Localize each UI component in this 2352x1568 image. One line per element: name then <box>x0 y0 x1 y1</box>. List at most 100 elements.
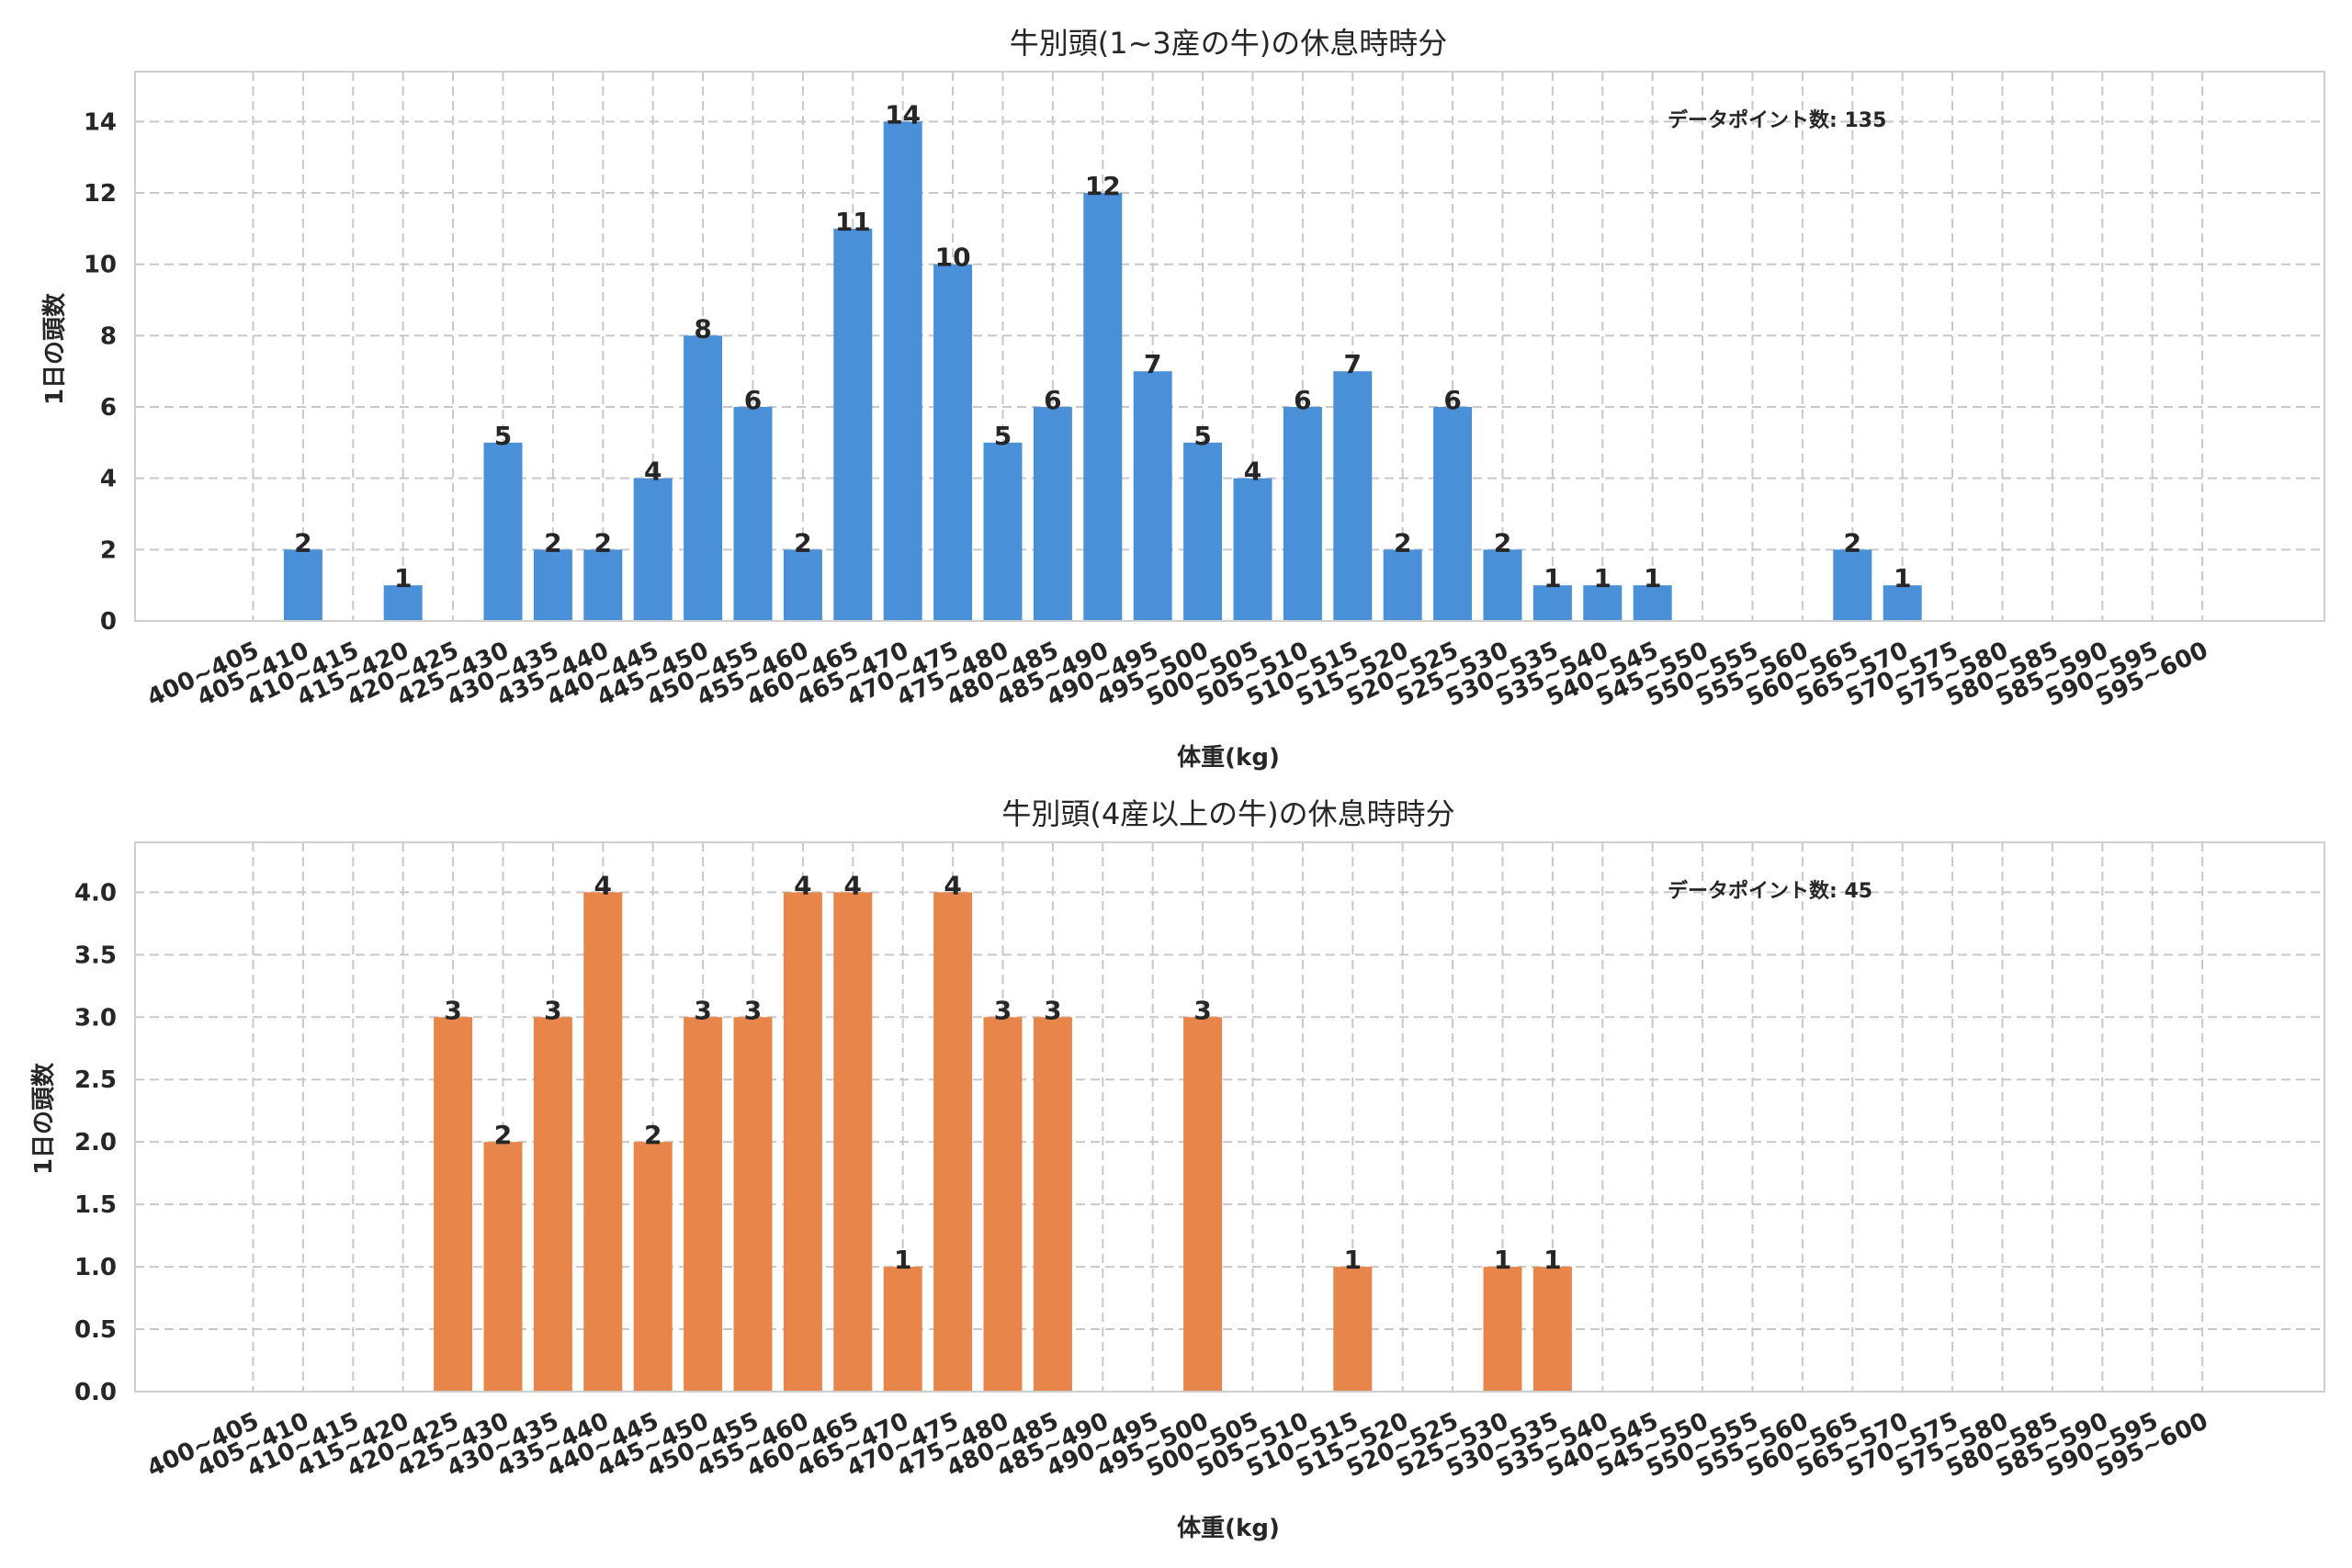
bar <box>1583 585 1623 621</box>
y-tick-label: 10 <box>84 252 117 279</box>
bar <box>1383 549 1422 621</box>
bar-value-label: 2 <box>544 527 561 558</box>
bar-series <box>283 121 1922 621</box>
bar <box>1233 478 1272 621</box>
bar <box>1333 371 1373 621</box>
bar <box>1532 585 1572 621</box>
bar <box>833 892 873 1392</box>
y-tick-label: 6 <box>100 394 117 422</box>
bar-value-label: 2 <box>594 527 612 558</box>
bar <box>1633 585 1672 621</box>
bar-value-label: 2 <box>1394 527 1411 558</box>
y-tick-label: 1.5 <box>74 1191 117 1219</box>
bar-value-label: 5 <box>994 421 1012 451</box>
bar <box>1083 193 1123 621</box>
bar <box>1883 585 1922 621</box>
bar-value-label: 8 <box>694 313 711 344</box>
y-tick-label: 1.0 <box>74 1254 117 1281</box>
data-count-annotation: データポイント数: 45 <box>1668 879 1872 903</box>
bar <box>933 892 973 1392</box>
bar-value-label: 3 <box>744 995 762 1025</box>
bar <box>633 478 673 621</box>
y-tick-label: 14 <box>84 108 117 136</box>
bar-value-label: 4 <box>794 870 811 900</box>
bar-value-label: 12 <box>1085 171 1121 201</box>
bar-series <box>434 892 1572 1392</box>
bar <box>533 549 572 621</box>
bar-value-label: 3 <box>444 995 461 1025</box>
bar <box>684 335 723 621</box>
x-axis-label: 体重(kg) <box>1177 744 1280 772</box>
bar-value-label: 1 <box>394 563 412 593</box>
bar-value-label: 7 <box>1344 349 1362 379</box>
bar-value-label: 2 <box>644 1120 662 1150</box>
bar-value-label: 3 <box>1193 995 1211 1025</box>
bar-value-label: 4 <box>594 870 612 900</box>
bar-value-label: 3 <box>694 995 711 1025</box>
bar-value-label: 11 <box>835 207 871 237</box>
bar <box>633 1142 673 1392</box>
bar-value-label: 1 <box>1544 563 1561 593</box>
y-axis-ticks: 0 2 4 6 8 10 12 14 <box>84 108 117 636</box>
bar <box>283 549 322 621</box>
y-tick-label: 4 <box>100 466 117 493</box>
bar <box>1483 1267 1522 1392</box>
x-axis-label: 体重(kg) <box>1177 1515 1280 1542</box>
bar-value-label: 3 <box>544 995 561 1025</box>
bar <box>783 549 822 621</box>
bar <box>1183 1017 1223 1392</box>
bar <box>1532 1267 1572 1392</box>
bar-value-label: 1 <box>1544 1245 1561 1275</box>
bar-value-label: 7 <box>1144 349 1161 379</box>
bar <box>1833 549 1872 621</box>
y-tick-label: 2.5 <box>74 1066 117 1094</box>
bar <box>434 1017 473 1392</box>
y-tick-label: 0.0 <box>74 1379 117 1406</box>
y-tick-label: 0 <box>100 608 117 636</box>
y-axis-ticks: 0.0 0.5 1.0 1.5 2.0 2.5 3.0 3.5 4.0 <box>74 879 117 1406</box>
y-tick-label: 8 <box>100 322 117 350</box>
bar <box>684 1017 723 1392</box>
bar-value-label: 2 <box>794 527 811 558</box>
bar <box>983 1017 1023 1392</box>
bar-value-label: 3 <box>994 995 1012 1025</box>
bar <box>883 1267 922 1392</box>
bar <box>1333 1267 1373 1392</box>
bar <box>883 121 922 621</box>
bar-value-label: 1 <box>1494 1245 1511 1275</box>
chart-title: 牛別頭(4産以上の牛)の休息時時分 <box>1001 796 1454 831</box>
y-tick-label: 0.5 <box>74 1316 117 1344</box>
bar-value-label: 1 <box>1644 563 1661 593</box>
bar <box>1033 1017 1072 1392</box>
y-axis-label: 1日の頭数 <box>30 1062 58 1175</box>
bar-value-label: 1 <box>1894 563 1911 593</box>
bar <box>983 442 1023 621</box>
bar <box>1183 442 1223 621</box>
bar-value-label: 6 <box>1044 385 1061 415</box>
bar <box>383 585 423 621</box>
bar <box>1033 407 1072 621</box>
bar-value-label: 1 <box>1344 1245 1362 1275</box>
bar-value-label: 1 <box>894 1245 911 1275</box>
y-tick-label: 3.0 <box>74 1004 117 1032</box>
chart-title: 牛別頭(1~3産の牛)の休息時時分 <box>1010 26 1448 61</box>
bar-value-label: 2 <box>1844 527 1861 558</box>
bar <box>1283 407 1322 621</box>
y-tick-label: 4.0 <box>74 879 117 907</box>
bar-labels: 3 2 3 4 2 3 3 4 4 1 4 3 3 3 1 1 1 <box>444 870 1561 1275</box>
x-axis-ticks: 400~405405~410410~415415~420420~425425~4… <box>143 637 2212 712</box>
bar <box>533 1017 572 1392</box>
bar-value-label: 2 <box>1494 527 1511 558</box>
data-count-annotation: データポイント数: 135 <box>1668 108 1886 132</box>
bar <box>1133 371 1172 621</box>
plot-frame <box>134 71 2325 622</box>
bar <box>833 228 873 621</box>
bar-value-label: 14 <box>885 99 921 130</box>
y-tick-label: 2 <box>100 536 117 564</box>
x-axis-ticks: 400~405405~410410~415415~420420~425425~4… <box>143 1407 2212 1483</box>
bar-value-label: 1 <box>1594 563 1611 593</box>
